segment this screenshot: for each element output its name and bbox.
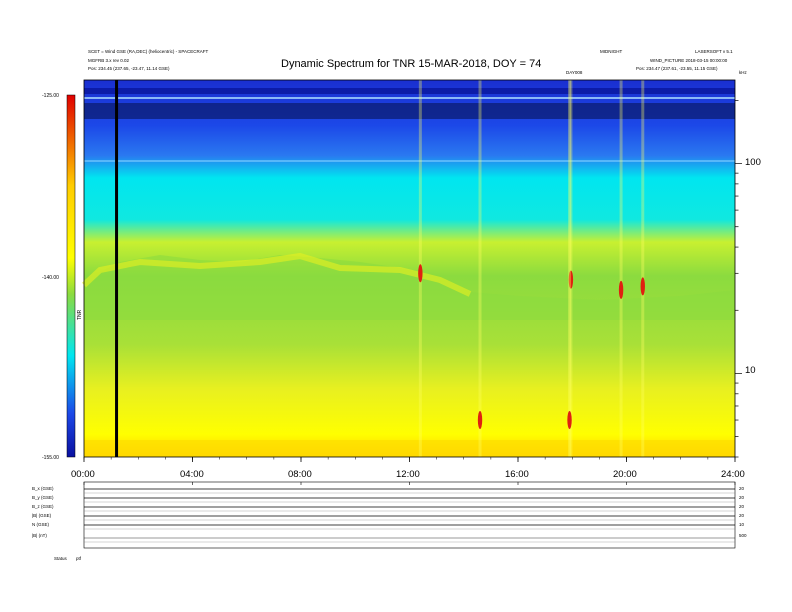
header-info-line-3: Pos: 234.45 (237.65, -23.47, 11.14 GSE) <box>88 66 170 71</box>
footer-ptf-label: ptf <box>76 556 82 561</box>
panel-right-label: 20 <box>739 486 745 491</box>
radio-burst <box>568 270 574 289</box>
header-right-line-3: WIND_PICTURE 2018-03-15 00:00:00 <box>650 58 728 63</box>
colorbar-tick-label: -155.00 <box>42 455 59 461</box>
y-tick-label: 100 <box>745 157 761 168</box>
radio-burst <box>418 264 423 283</box>
bottom-warm-band <box>84 440 735 457</box>
burst-streak <box>478 80 482 457</box>
x-tick-label: 12:00 <box>396 469 420 480</box>
panel-right-label: 10 <box>739 522 745 527</box>
x-tick-label: 08:00 <box>288 469 312 480</box>
colorbar-tick-label: -140.00 <box>42 275 59 281</box>
chart-title: Dynamic Spectrum for TNR 15-MAR-2018, DO… <box>281 58 542 70</box>
radio-burst <box>567 411 572 430</box>
plasma-line-band <box>84 255 735 320</box>
header-info-line-2: MGFRB 3.x rev 0.02 <box>88 58 130 63</box>
top-black-band <box>84 103 735 119</box>
data-gap-line <box>115 80 119 457</box>
header-right-line-4: Pos: 234.47 (237.61, -23.55, 11.15 GSE) <box>636 66 718 71</box>
panel-label: |B| (nT) <box>32 533 47 538</box>
burst-streak <box>568 80 572 457</box>
top-dark-band <box>84 88 735 94</box>
panel-right-label: 20 <box>739 513 745 518</box>
colorbar <box>66 94 76 458</box>
radio-burst <box>477 411 483 430</box>
panel-label: B_x (GSE) <box>32 486 54 491</box>
y-tick-label: 10 <box>745 365 756 376</box>
panel-label: B_z (GSE) <box>32 504 54 509</box>
footer-status-label: Status <box>54 556 67 561</box>
burst-streak <box>619 80 623 457</box>
x-tick-label: 16:00 <box>505 469 529 480</box>
colorbar-label: TNR <box>77 309 83 320</box>
radio-burst <box>640 277 645 296</box>
panel-right-label: 500 <box>739 533 747 538</box>
x-tick-label: 04:00 <box>180 469 204 480</box>
burst-streak <box>641 80 645 457</box>
bottom-panel-frame <box>83 481 736 549</box>
panel-right-label: 20 <box>739 495 745 500</box>
panel-label: B_y (GSE) <box>32 495 54 500</box>
header-right-line-1: MIDNIGHT <box>600 49 623 54</box>
burst-streak <box>569 80 573 457</box>
mid-band-line <box>84 160 735 162</box>
radio-burst <box>618 280 624 299</box>
axis-unit-label: kHz <box>739 70 747 75</box>
header-right-line-2: LASERSOFT v 5.1 <box>695 49 733 54</box>
x-tick-label: 00:00 <box>71 469 95 480</box>
colorbar-tick-label: -125.00 <box>42 93 59 99</box>
event-label: DAY008 <box>566 70 583 75</box>
panel-right-label: 20 <box>739 504 745 509</box>
top-white-line <box>84 97 735 99</box>
x-tick-label: 24:00 <box>721 469 745 480</box>
panel-label: N (GSE) <box>32 522 50 527</box>
header-info-line-1: SCET = Wind GSE (RA,DEC) (heliocentric) … <box>88 49 209 54</box>
x-tick-label: 20:00 <box>613 469 637 480</box>
panel-label: |B| (GSE) <box>32 513 52 518</box>
